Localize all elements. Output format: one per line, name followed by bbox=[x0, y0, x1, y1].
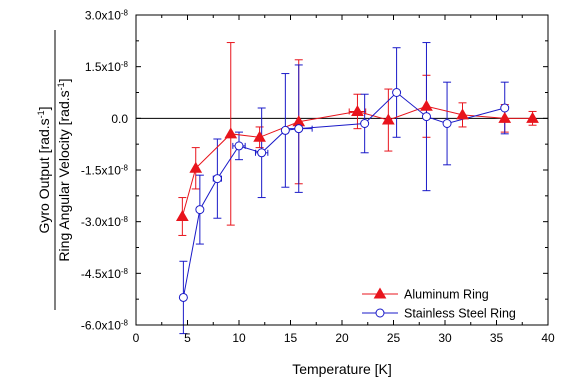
x-tick-label: 30 bbox=[438, 331, 452, 345]
marker-aluminum bbox=[420, 99, 433, 111]
x-tick-label: 25 bbox=[387, 331, 401, 345]
marker-stainless bbox=[195, 205, 205, 215]
x-tick-label: 40 bbox=[541, 331, 555, 345]
marker-aluminum bbox=[498, 111, 512, 123]
tick-labels-group: 0 5 10 15 20 25 30 35 403.0x10-81.5x10-80.0-1.5x… bbox=[81, 8, 555, 345]
legend-item-stainless: Stainless Steel Ring bbox=[362, 307, 516, 321]
y-tick-mantissa: 0.0 bbox=[111, 112, 128, 126]
y-tick-exponent: -8 bbox=[121, 215, 129, 224]
x-axis-title: Temperature [K] bbox=[292, 361, 392, 377]
y-tick-exponent: -8 bbox=[121, 318, 129, 327]
y-axis-title: Gyro Output [rad.s-1] Ring Angular Veloc… bbox=[36, 30, 72, 310]
marker-aluminum bbox=[224, 127, 238, 139]
y-axis-title-bottom: Ring Angular Velocity [rad.s-1] bbox=[56, 78, 72, 261]
ticks-group bbox=[135, 14, 549, 326]
series-line-stainless bbox=[182, 91, 505, 298]
x-tick-label: 10 bbox=[232, 331, 246, 345]
y-tick-label: 3.0x10-8 bbox=[85, 8, 129, 23]
legend-item-aluminum: Aluminum Ring bbox=[362, 288, 489, 302]
marker-stainless bbox=[234, 141, 244, 151]
marker-stainless bbox=[500, 103, 510, 113]
y-axis-title-top-close: ] bbox=[36, 106, 52, 110]
marker-aluminum bbox=[175, 210, 189, 221]
x-tick-label: 15 bbox=[284, 331, 298, 345]
y-tick-exponent: -8 bbox=[121, 8, 129, 17]
marker-aluminum bbox=[189, 161, 203, 173]
y-tick-label: 1.5x10-8 bbox=[85, 60, 129, 75]
legend-label-stainless: Stainless Steel Ring bbox=[404, 307, 516, 321]
y-tick-mantissa: 3.0x10 bbox=[85, 9, 121, 23]
x-tick-label: 5 bbox=[184, 331, 191, 345]
marker-aluminum bbox=[253, 130, 266, 142]
y-axis-title-bottom-text: Ring Angular Velocity [rad.s bbox=[56, 90, 72, 261]
x-tick-label: 20 bbox=[335, 331, 349, 345]
y-axis-title-bottom-superscript: -1 bbox=[56, 82, 66, 90]
marker-stainless bbox=[360, 119, 370, 128]
y-tick-mantissa: -1.5x10 bbox=[81, 164, 121, 178]
marker-aluminum bbox=[526, 111, 539, 123]
marker-aluminum bbox=[456, 108, 469, 120]
y-tick-mantissa: -6.0x10 bbox=[81, 319, 121, 333]
y-tick-exponent: -8 bbox=[121, 60, 129, 69]
y-tick-label: -6.0x10-8 bbox=[81, 318, 129, 333]
y-tick-mantissa: -4.5x10 bbox=[81, 267, 121, 281]
y-tick-label: -3.0x10-8 bbox=[81, 215, 129, 230]
legend-marker-aluminum bbox=[373, 287, 387, 299]
legend-label-aluminum: Aluminum Ring bbox=[404, 288, 489, 302]
y-axis-title-top-superscript: -1 bbox=[36, 110, 46, 118]
marker-stainless bbox=[212, 174, 222, 184]
x-tick-label: 35 bbox=[490, 331, 504, 345]
y-axis-title-bottom-close: ] bbox=[56, 78, 72, 82]
x-tick-label: 0 bbox=[133, 331, 140, 345]
y-tick-label: -4.5x10-8 bbox=[81, 266, 129, 281]
legend-marker-stainless bbox=[375, 308, 385, 318]
y-axis-title-top-text: Gyro Output [rad.s bbox=[36, 118, 52, 233]
marker-aluminum bbox=[381, 113, 395, 125]
y-tick-mantissa: 1.5x10 bbox=[85, 60, 121, 74]
marker-stainless bbox=[421, 112, 431, 122]
marker-stainless bbox=[294, 124, 304, 134]
y-tick-label: 0.0 bbox=[111, 112, 128, 126]
y-tick-mantissa: -3.0x10 bbox=[81, 215, 121, 229]
y-tick-exponent: -8 bbox=[121, 163, 129, 172]
markers-group bbox=[175, 88, 539, 302]
y-axis-title-top: Gyro Output [rad.s-1] bbox=[36, 106, 52, 233]
marker-stainless bbox=[442, 119, 452, 128]
marker-stainless bbox=[392, 88, 402, 97]
marker-stainless bbox=[257, 148, 267, 158]
legend: Aluminum Ring Stainless Steel Ring bbox=[362, 288, 516, 321]
marker-aluminum bbox=[351, 104, 364, 116]
marker-stainless bbox=[178, 292, 188, 302]
y-tick-exponent: -8 bbox=[121, 266, 129, 275]
y-tick-label: -1.5x10-8 bbox=[81, 163, 129, 178]
marker-stainless bbox=[280, 125, 290, 135]
